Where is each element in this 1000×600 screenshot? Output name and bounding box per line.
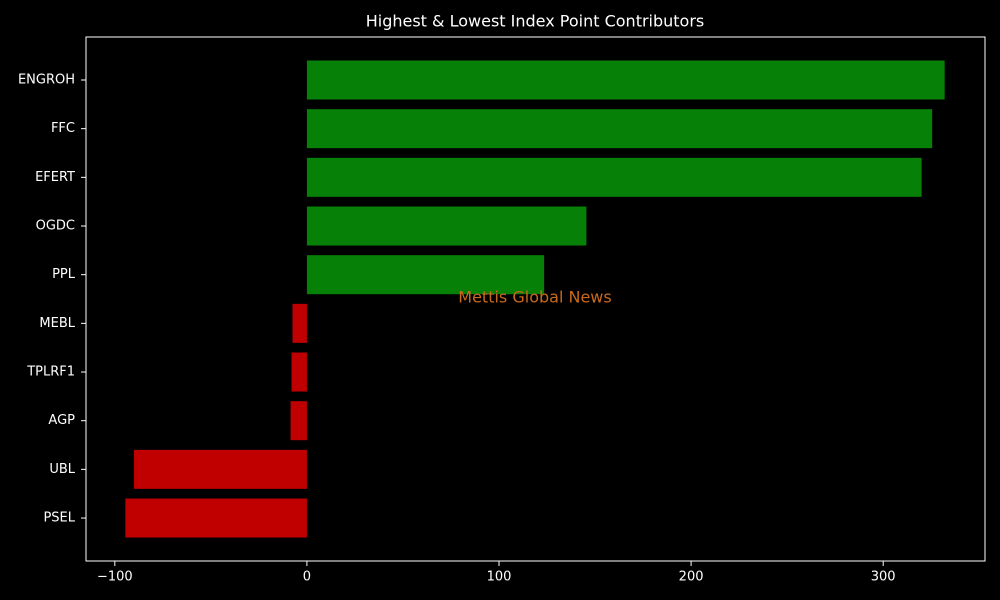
x-tick-label: 300 xyxy=(871,570,896,585)
chart-title: Highest & Lowest Index Point Contributor… xyxy=(366,12,705,31)
y-tick-label: ENGROH xyxy=(18,73,75,88)
y-tick-label: OGDC xyxy=(36,219,75,234)
y-tick-label: UBL xyxy=(49,462,75,477)
x-tick-label: 200 xyxy=(679,570,704,585)
x-tick-label: −100 xyxy=(97,570,133,585)
x-tick-label: 0 xyxy=(303,570,311,585)
bar xyxy=(306,255,545,295)
bar xyxy=(306,60,945,100)
y-tick-label: MEBL xyxy=(39,316,75,331)
y-tick-label: EFERT xyxy=(35,170,75,185)
bar xyxy=(306,206,587,246)
bar xyxy=(290,401,307,441)
x-tick-label: 100 xyxy=(487,570,512,585)
bar xyxy=(306,157,922,197)
bar xyxy=(306,109,933,149)
bar xyxy=(292,303,307,343)
bar xyxy=(291,352,307,392)
watermark: Mettis Global News xyxy=(458,288,611,307)
bar xyxy=(134,449,307,489)
bar xyxy=(125,498,307,538)
y-tick-label: FFC xyxy=(51,121,75,136)
y-tick-label: PPL xyxy=(52,267,76,282)
y-tick-label: TPLRF1 xyxy=(26,365,75,380)
y-tick-label: AGP xyxy=(48,413,75,428)
y-tick-label: PSEL xyxy=(43,511,75,526)
